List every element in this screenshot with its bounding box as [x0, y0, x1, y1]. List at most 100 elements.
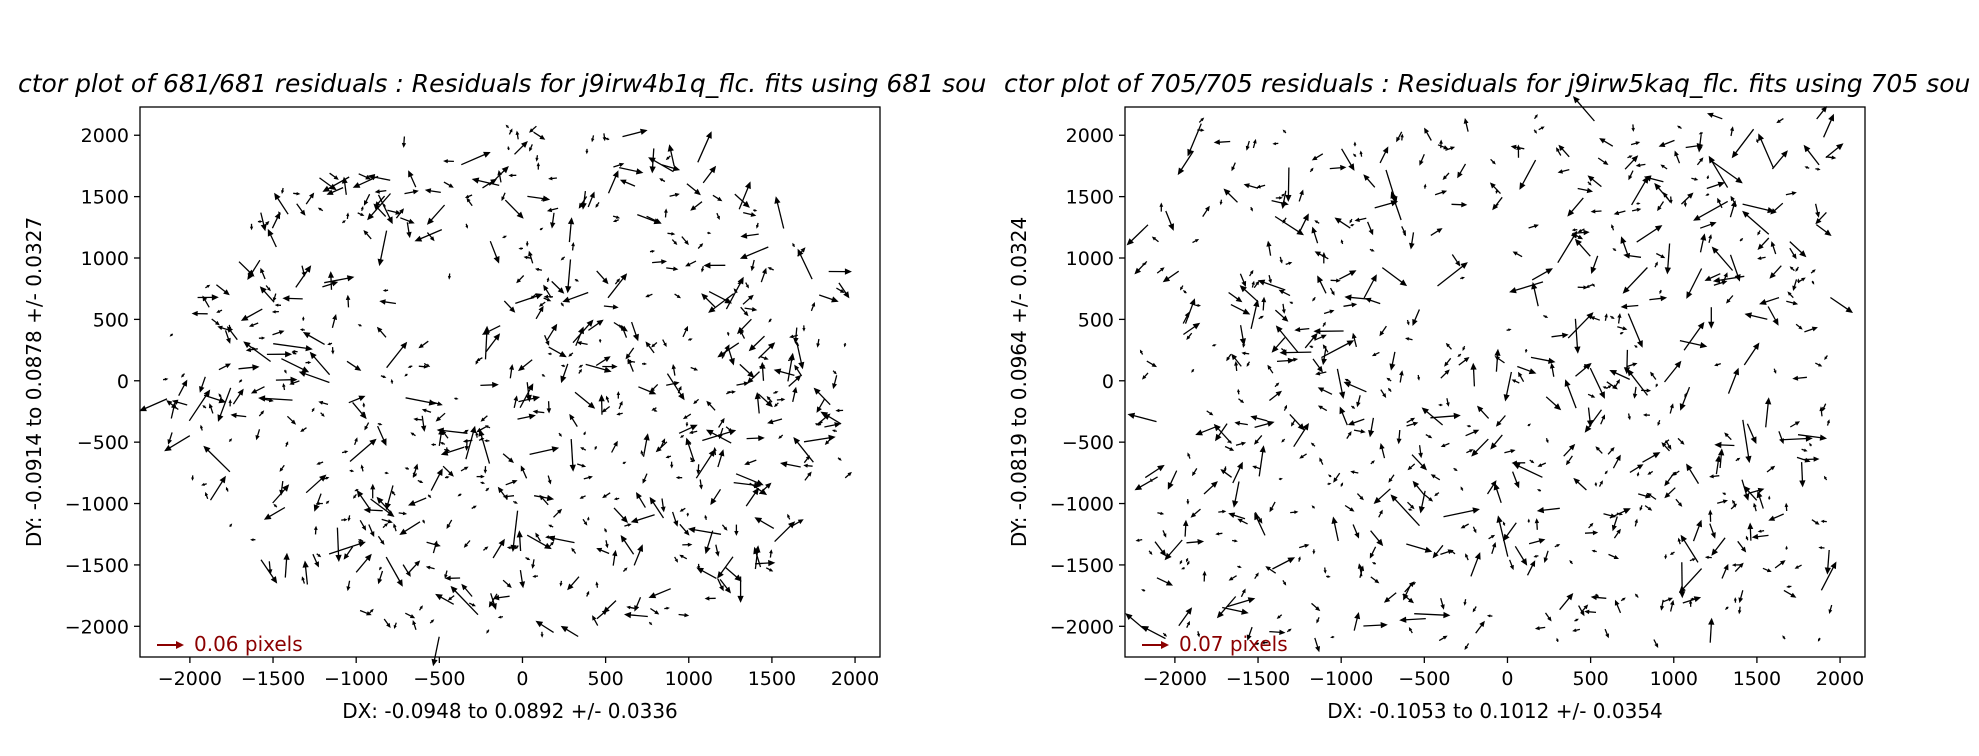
residual-vector — [1226, 353, 1232, 362]
residual-vector — [295, 265, 312, 288]
residual-vector — [523, 255, 532, 260]
residual-vector — [1722, 492, 1727, 496]
residual-vector — [1465, 553, 1469, 561]
residual-vector — [1282, 580, 1287, 586]
residual-vector — [1315, 371, 1327, 376]
residual-vector — [1353, 612, 1361, 631]
residual-vector — [284, 369, 287, 374]
residual-vector — [1379, 325, 1387, 337]
residual-vector — [376, 326, 387, 338]
residual-vector — [273, 343, 313, 352]
residual-vector — [616, 412, 623, 416]
residual-vector — [281, 187, 285, 194]
right-x-axis: −2000 −1500 −1000 −500 0 500 1000 1500 2000 — [1143, 657, 1864, 690]
residual-vector — [1577, 187, 1593, 194]
residual-vector — [1400, 133, 1404, 141]
residual-vector — [753, 546, 762, 568]
residual-vector — [1286, 628, 1292, 633]
residual-vector — [393, 523, 397, 532]
residual-vector — [755, 559, 776, 567]
residual-vector — [699, 479, 703, 490]
residual-vector — [312, 553, 319, 568]
residual-vector — [559, 580, 563, 587]
y-tick-label: −1500 — [1050, 555, 1114, 577]
residual-vector — [1390, 191, 1402, 221]
residual-vector — [480, 415, 488, 422]
residual-vector — [1419, 153, 1425, 166]
residual-vector — [1265, 566, 1277, 574]
residual-vector — [1151, 236, 1159, 243]
residual-vector — [678, 424, 698, 434]
residual-vector — [1657, 201, 1665, 212]
residual-vector — [818, 294, 839, 303]
residual-vector — [230, 412, 247, 419]
residual-vector — [642, 433, 650, 457]
residual-vector — [399, 521, 421, 535]
residual-vector — [1613, 528, 1621, 539]
residual-vector — [1254, 572, 1259, 580]
residual-vector — [421, 408, 432, 413]
residual-vector — [547, 352, 552, 356]
left-quiver-key: 0.06 pixels — [157, 632, 303, 656]
residual-vector — [670, 461, 674, 469]
residual-vector — [618, 400, 623, 410]
residual-vector — [1578, 605, 1585, 617]
residual-vector — [548, 541, 555, 548]
residual-vector — [602, 133, 607, 142]
residual-vector — [464, 194, 473, 199]
residual-vector — [1787, 291, 1794, 299]
residual-vector — [525, 557, 531, 561]
residual-vector — [1251, 280, 1255, 288]
residual-vector — [1630, 141, 1641, 146]
residual-vector — [1712, 275, 1745, 284]
residual-vector — [1323, 309, 1335, 315]
residual-vector — [476, 425, 488, 433]
residual-vector — [1379, 443, 1386, 459]
residual-vector — [1778, 431, 1784, 445]
left-quiver-key-label: 0.06 pixels — [194, 632, 303, 656]
residual-vector — [1311, 602, 1321, 612]
residual-vector — [538, 301, 546, 307]
residual-vector — [1537, 489, 1542, 492]
residual-vector — [816, 398, 826, 413]
residual-vector — [485, 487, 490, 492]
residual-vector — [1148, 550, 1153, 555]
residual-vector — [1240, 588, 1246, 598]
residual-vector — [169, 333, 174, 337]
residual-vector — [400, 217, 415, 224]
residual-vector — [413, 473, 417, 478]
residual-vector — [1589, 367, 1605, 399]
residual-vector — [1574, 238, 1591, 257]
residual-vector — [504, 199, 524, 219]
residual-vector — [1789, 241, 1807, 258]
residual-vector — [1232, 481, 1240, 508]
residual-vector — [1272, 557, 1296, 570]
residual-vector — [341, 176, 348, 195]
residual-vector — [624, 523, 632, 527]
residual-vector — [1559, 593, 1574, 611]
residual-vector — [605, 395, 610, 403]
residual-vector — [197, 294, 219, 301]
residual-vector — [484, 425, 491, 429]
residual-vector — [1379, 146, 1389, 164]
residual-vector — [1406, 417, 1416, 424]
residual-vector — [1534, 518, 1540, 530]
residual-vector — [661, 164, 681, 172]
residual-vector — [1223, 466, 1227, 472]
residual-vector — [377, 230, 388, 267]
residual-vector — [471, 177, 500, 187]
residual-vector — [766, 396, 773, 403]
residual-vector — [265, 285, 271, 292]
residual-vector — [748, 335, 765, 352]
residual-vector — [1804, 166, 1810, 169]
residual-vector — [450, 585, 479, 616]
residual-vector — [1340, 482, 1344, 487]
residual-vector — [843, 342, 847, 348]
residual-vector — [461, 583, 473, 597]
x-tick-label: 0 — [516, 668, 528, 690]
residual-vector — [1370, 460, 1375, 465]
residual-vector — [1281, 303, 1286, 314]
residual-vector — [412, 620, 417, 631]
y-tick-label: 0 — [1102, 371, 1114, 393]
residual-vector — [379, 566, 382, 571]
